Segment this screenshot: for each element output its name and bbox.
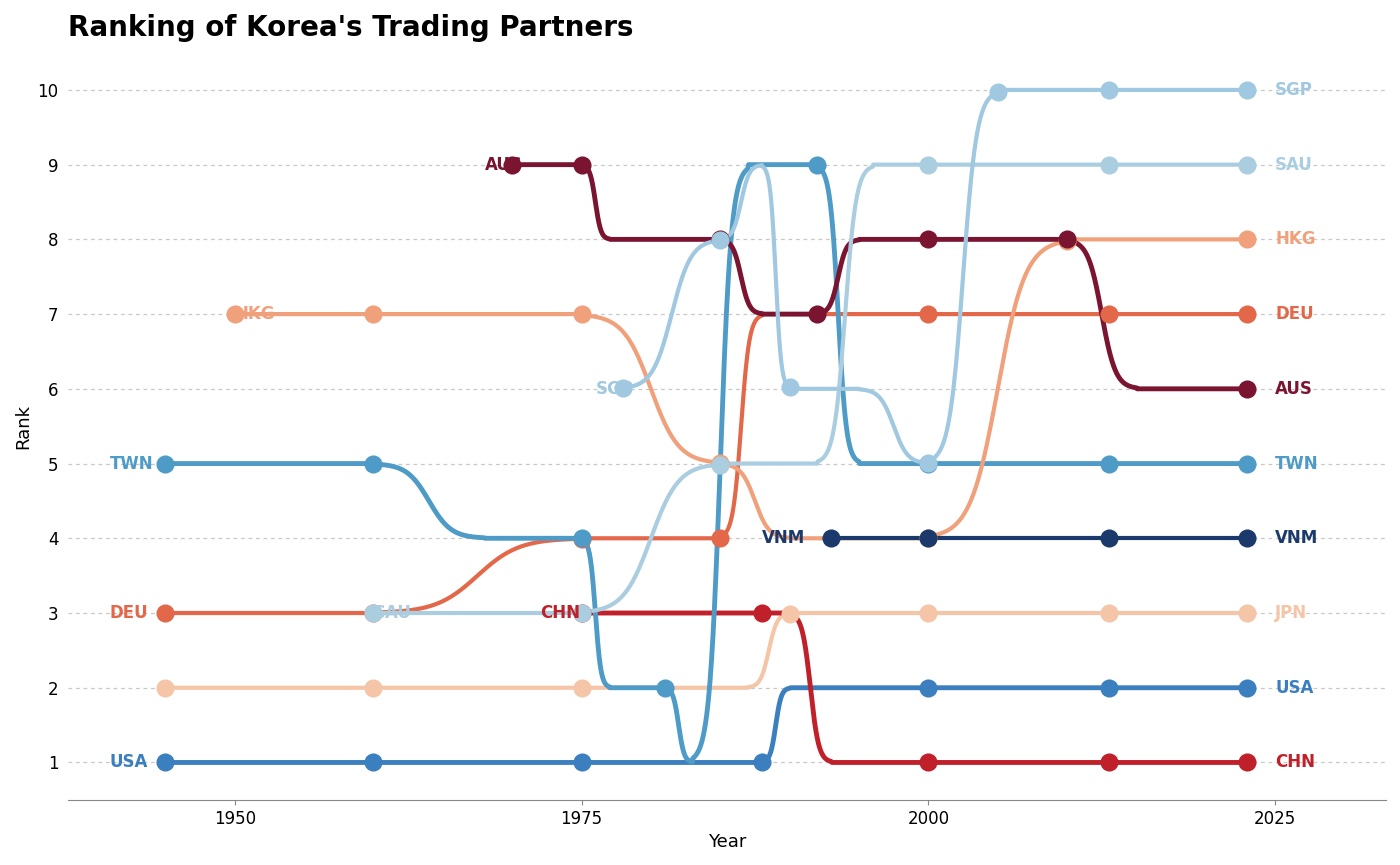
Point [778,381,801,394]
Point [154,457,176,471]
Point [363,755,385,769]
Point [501,157,524,171]
Text: DEU: DEU [1275,305,1313,324]
Point [1236,531,1259,545]
Text: AUS: AUS [484,156,522,174]
Point [1098,681,1120,695]
Text: CHN: CHN [1275,753,1315,772]
Point [570,606,592,620]
Point [778,606,801,620]
Text: USA: USA [1275,679,1313,696]
Point [1236,83,1259,97]
Point [820,531,843,545]
Point [224,307,246,321]
Text: VNM: VNM [762,529,805,548]
Point [708,456,731,470]
Text: Ranking of Korea's Trading Partners: Ranking of Korea's Trading Partners [69,14,634,42]
Point [708,233,731,247]
Point [1236,681,1259,695]
Point [1098,307,1120,321]
Point [1056,233,1078,247]
Point [708,234,731,247]
Point [570,157,592,171]
Point [1098,157,1120,171]
Point [154,606,176,620]
Point [917,681,939,695]
Point [917,531,939,545]
Point [917,233,939,247]
Point [917,457,939,471]
Point [917,531,939,545]
Text: HKG: HKG [1275,230,1316,248]
Point [1098,755,1120,769]
Point [570,681,592,695]
Text: SGP: SGP [595,380,633,398]
Point [363,307,385,321]
Text: JPN: JPN [1275,604,1308,622]
Point [1236,307,1259,321]
Point [570,531,592,545]
Point [612,381,634,394]
Point [363,606,385,620]
Point [1236,382,1259,396]
Text: VNM: VNM [1275,529,1319,548]
Point [1236,457,1259,471]
Point [570,606,592,620]
Point [750,606,773,620]
Point [1236,606,1259,620]
Point [708,531,731,545]
Point [1098,83,1120,97]
Point [363,457,385,471]
Point [806,157,829,171]
Point [363,681,385,695]
Point [154,755,176,769]
Point [806,307,829,321]
Point [1056,234,1078,248]
Text: SGP: SGP [1275,81,1313,99]
Point [363,606,385,620]
Text: TWN: TWN [1275,455,1319,472]
Text: SAU: SAU [374,604,412,622]
Point [1236,755,1259,769]
Point [654,681,676,695]
Point [1236,157,1259,171]
Point [917,456,939,470]
Text: DEU: DEU [111,604,148,622]
Point [917,606,939,620]
Point [570,532,592,546]
Point [917,157,939,171]
Point [917,307,939,321]
Point [917,755,939,769]
Text: TWN: TWN [111,455,154,472]
Point [1098,457,1120,471]
X-axis label: Year: Year [708,833,746,851]
Text: SAU: SAU [1275,156,1313,174]
Text: CHN: CHN [540,604,580,622]
Text: USA: USA [111,753,148,772]
Point [1236,233,1259,247]
Point [1098,531,1120,545]
Text: HKG: HKG [235,305,276,324]
Point [987,86,1009,99]
Text: AUS: AUS [1275,380,1313,398]
Point [1098,606,1120,620]
Point [570,307,592,321]
Y-axis label: Rank: Rank [14,404,32,449]
Point [750,755,773,769]
Point [708,458,731,471]
Point [154,681,176,695]
Point [570,755,592,769]
